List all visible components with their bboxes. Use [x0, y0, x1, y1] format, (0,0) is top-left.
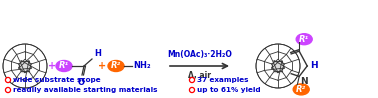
Text: H: H — [310, 62, 318, 70]
Ellipse shape — [293, 84, 309, 95]
Ellipse shape — [108, 60, 124, 72]
Text: up to 61% yield: up to 61% yield — [197, 87, 260, 93]
Text: R¹: R¹ — [59, 62, 69, 70]
Circle shape — [256, 44, 300, 88]
Text: +: + — [48, 61, 56, 71]
Text: 37 examples: 37 examples — [197, 77, 248, 83]
Text: +: + — [98, 61, 106, 71]
Circle shape — [7, 79, 9, 81]
Text: R²: R² — [111, 62, 121, 70]
Circle shape — [6, 88, 11, 93]
Ellipse shape — [56, 60, 72, 72]
Text: H: H — [94, 49, 101, 58]
Circle shape — [3, 44, 47, 88]
Text: wide substrate scope: wide substrate scope — [13, 77, 101, 83]
Circle shape — [189, 88, 195, 93]
Text: R²: R² — [296, 85, 306, 94]
Circle shape — [7, 89, 9, 91]
Circle shape — [191, 79, 193, 81]
Circle shape — [191, 89, 193, 91]
FancyArrowPatch shape — [170, 64, 227, 69]
Circle shape — [6, 78, 11, 83]
Text: Mn(OAc)₃·2H₂O: Mn(OAc)₃·2H₂O — [167, 50, 232, 59]
Bar — [274, 60, 282, 72]
Circle shape — [189, 78, 195, 83]
Text: N: N — [300, 77, 308, 86]
Text: NH₂: NH₂ — [133, 62, 150, 70]
Text: Δ, air: Δ, air — [188, 71, 211, 80]
Text: readily available starting materials: readily available starting materials — [13, 87, 158, 93]
Text: R¹: R¹ — [299, 35, 309, 44]
Bar — [21, 60, 29, 72]
Ellipse shape — [296, 34, 312, 45]
Text: O: O — [77, 78, 85, 87]
